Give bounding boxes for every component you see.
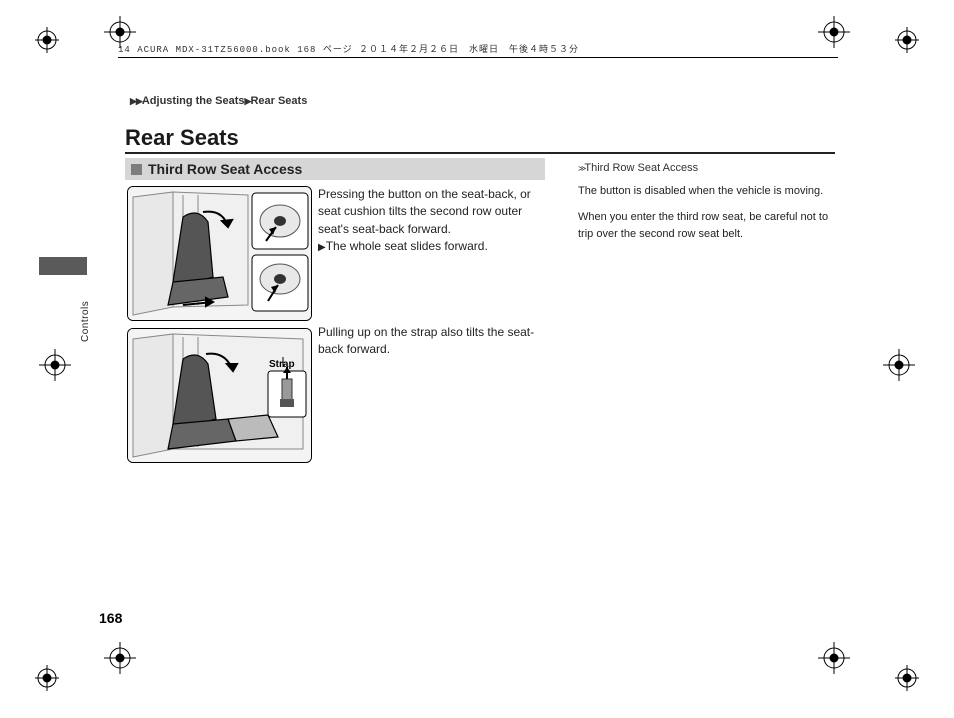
section-tab-label: Controls [80, 301, 91, 342]
side-notes: ≫Third Row Seat Access The button is dis… [578, 160, 833, 252]
chevron-icon: ▶▶ [130, 96, 142, 106]
page-title: Rear Seats [125, 125, 239, 151]
breadcrumb-seg2: Rear Seats [250, 95, 307, 107]
side-notes-title: ≫Third Row Seat Access [578, 160, 833, 177]
crop-mark-bl2 [100, 638, 140, 678]
header-rule [118, 57, 838, 58]
subheading: Third Row Seat Access [125, 158, 545, 180]
body-paragraph-2: Pulling up on the strap also tilts the s… [318, 324, 546, 359]
title-rule [125, 152, 835, 154]
figure-strap-label: Strap [269, 359, 295, 370]
header-filename: 14 ACURA MDX-31TZ56000.book 168 ページ ２０１４… [118, 42, 579, 55]
crop-mark-tr [871, 25, 919, 55]
side-p2: When you enter the third row seat, be ca… [578, 209, 833, 242]
crop-mark-bl [35, 663, 83, 693]
figure-seat-button [127, 186, 312, 321]
figure-seat-strap [127, 328, 312, 463]
breadcrumb: ▶▶Adjusting the Seats▶Rear Seats [130, 95, 307, 107]
crop-mark-br [871, 663, 919, 693]
subheading-text: Third Row Seat Access [148, 161, 302, 177]
section-tab [39, 257, 87, 275]
page-number: 168 [99, 610, 122, 626]
side-title-text: Third Row Seat Access [584, 162, 698, 174]
body-paragraph-1: Pressing the button on the seat-back, or… [318, 186, 546, 256]
crop-mark-tr2 [814, 12, 854, 52]
crop-mark-ml [35, 345, 75, 385]
crop-mark-tl [35, 25, 83, 55]
breadcrumb-seg1: Adjusting the Seats [142, 95, 245, 107]
square-bullet-icon [131, 164, 142, 175]
crop-mark-mr [879, 345, 919, 385]
triangle-icon: ▶ [318, 242, 326, 253]
side-p1: The button is disabled when the vehicle … [578, 183, 833, 200]
crop-mark-br2 [814, 638, 854, 678]
body-p1-note: The whole seat slides forward. [326, 239, 488, 253]
body-p1-text: Pressing the button on the seat-back, or… [318, 187, 531, 236]
